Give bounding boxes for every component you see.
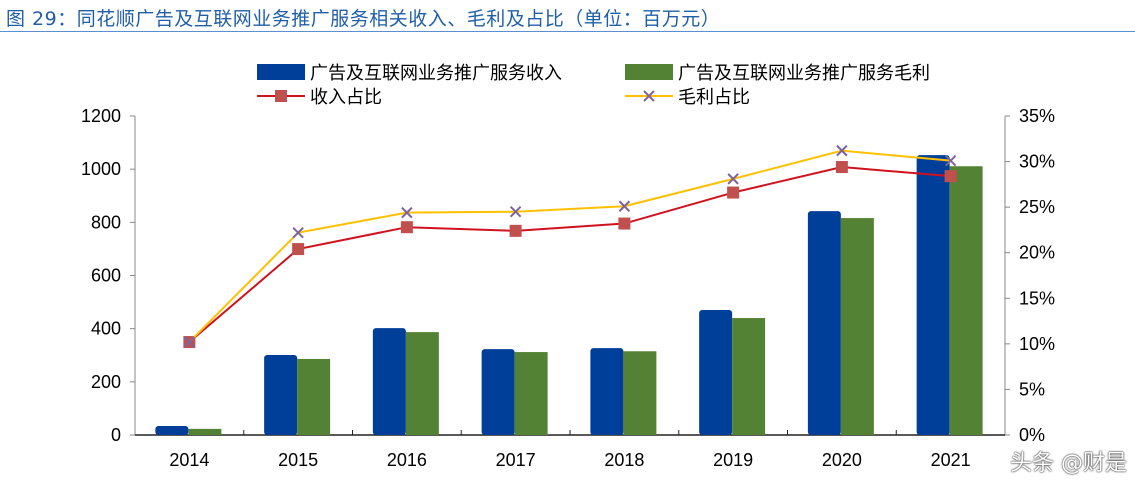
- revenue-share-line: [188, 166, 951, 343]
- watermark: 头条 @财是: [1010, 451, 1127, 476]
- margin-share-marker: [401, 206, 413, 219]
- left-tick-label: 1000: [81, 159, 121, 179]
- title-divider: [0, 31, 1135, 32]
- revenue-bar: [699, 310, 733, 435]
- margin-share-marker: [944, 154, 957, 167]
- margin-share-marker: [836, 144, 848, 157]
- margin-share-marker: [183, 336, 196, 348]
- gross-profit-bar: [623, 351, 657, 435]
- x-tick-label: 2021: [931, 450, 971, 470]
- x-tick-label: 2020: [822, 450, 862, 470]
- x-tick-label: 2016: [387, 450, 427, 470]
- right-tick-label: 20%: [1019, 243, 1055, 263]
- revenue-bar: [155, 425, 189, 435]
- revenue-share-marker: [835, 161, 848, 174]
- legend-swatch: [625, 64, 673, 80]
- right-tick-label: 0%: [1019, 425, 1045, 445]
- revenue-bar: [372, 328, 406, 435]
- gross-profit-bar: [949, 166, 983, 435]
- revenue-bar: [481, 349, 515, 435]
- right-tick-label: 25%: [1019, 197, 1055, 217]
- revenue-bar: [590, 348, 624, 435]
- x-tick-label: 2015: [278, 450, 318, 470]
- left-tick-label: 0: [111, 425, 121, 445]
- revenue-bar: [264, 354, 298, 435]
- margin-share-marker: [727, 173, 739, 185]
- legend-label: 收入占比: [310, 87, 382, 107]
- gross-profit-bar: [297, 358, 331, 435]
- legend-label: 广告及互联网业务推广服务收入: [310, 63, 562, 83]
- x-tick-label: 2014: [169, 450, 209, 470]
- revenue-bar: [916, 155, 950, 435]
- right-tick-label: 15%: [1019, 288, 1055, 308]
- revenue-share-marker: [727, 186, 740, 199]
- revenue-bar: [807, 211, 841, 435]
- revenue-share-marker: [292, 243, 305, 256]
- figure-title: 图 29：同花顺广告及互联网业务推广服务相关收入、毛利及占比（单位：百万元）: [6, 8, 721, 30]
- x-tick-label: 2019: [713, 450, 753, 470]
- revenue-share-marker: [509, 224, 522, 237]
- left-tick-label: 400: [91, 319, 121, 339]
- legend-label: 广告及互联网业务推广服务毛利: [678, 63, 930, 83]
- right-tick-label: 35%: [1019, 106, 1055, 126]
- gross-profit-bar: [188, 428, 222, 435]
- revenue-share-marker: [618, 217, 631, 230]
- revenue-share-marker: [944, 170, 957, 183]
- legend-marker: [275, 90, 287, 102]
- revenue-share-marker: [400, 221, 413, 234]
- x-tick-label: 2018: [604, 450, 644, 470]
- margin-share-marker: [618, 200, 631, 212]
- gross-profit-bar: [732, 318, 766, 435]
- legend-marker: [643, 90, 655, 102]
- legend-swatch: [257, 64, 305, 80]
- left-tick-label: 1200: [81, 106, 121, 126]
- right-tick-label: 5%: [1019, 379, 1045, 399]
- gross-profit-bar: [840, 218, 874, 435]
- gross-profit-bar: [405, 332, 439, 435]
- left-tick-label: 200: [91, 372, 121, 392]
- right-tick-label: 10%: [1019, 334, 1055, 354]
- left-tick-label: 800: [91, 212, 121, 232]
- right-tick-label: 30%: [1019, 152, 1055, 172]
- margin-share-marker: [292, 226, 304, 239]
- margin-share-line: [188, 149, 951, 343]
- gross-profit-bar: [514, 352, 548, 435]
- x-tick-label: 2017: [496, 450, 536, 470]
- legend-label: 毛利占比: [678, 87, 750, 107]
- margin-share-marker: [509, 205, 522, 218]
- left-tick-label: 600: [91, 266, 121, 286]
